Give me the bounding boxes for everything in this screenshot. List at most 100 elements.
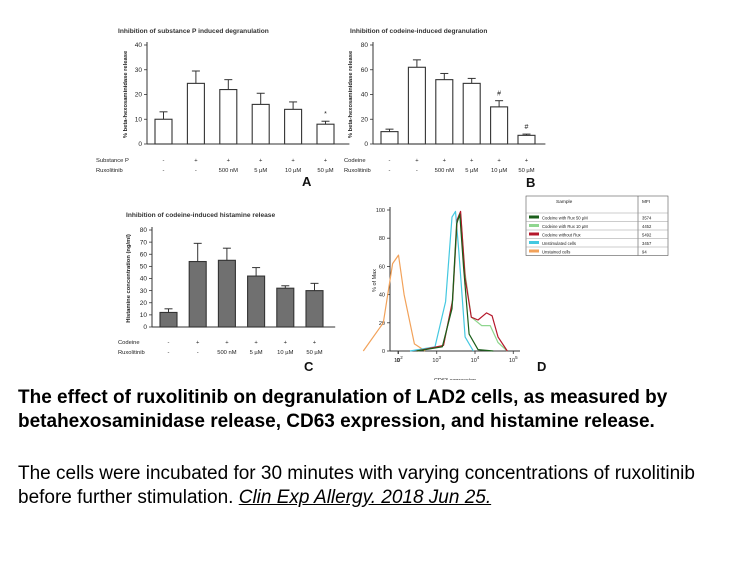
y-tick-label: 0 (143, 324, 147, 331)
y-tick-label: 10 (135, 116, 143, 123)
condition-mark: + (227, 158, 231, 164)
row-label: Codeine (344, 158, 366, 164)
condition-mark: 500 nM (219, 168, 239, 174)
panel-B-y-label: % beta-hexosaminidase release (348, 50, 354, 138)
bar (316, 123, 335, 145)
legend-swatch (529, 232, 539, 236)
y-tick-label: 40 (135, 42, 143, 49)
condition-mark: 5 µM (465, 168, 478, 174)
histogram-line (416, 213, 494, 352)
significance-mark: # (525, 124, 529, 131)
row-label: Ruxolitinib (344, 168, 371, 174)
panel-D-x-label: CD63 expression (434, 378, 476, 380)
panel-B-title: Inhibition of codeine-induced degranulat… (350, 28, 487, 35)
condition-mark: - (416, 168, 418, 174)
bar (380, 131, 399, 145)
condition-mark: + (443, 158, 447, 164)
bar (219, 89, 238, 145)
panel-C-title: Inhibition of codeine-induced histamine … (126, 212, 275, 219)
y-tick-label: 20 (361, 116, 369, 123)
y-tick-label: 60 (140, 251, 148, 258)
condition-mark: + (284, 340, 288, 346)
bar (188, 260, 207, 328)
bar (154, 118, 173, 145)
legend-label: Codeine with Rux 50 µM (542, 215, 588, 220)
condition-mark: + (415, 158, 419, 164)
y-tick-label: 70 (140, 239, 148, 246)
caption-title: The effect of ruxolitinib on degranulati… (18, 387, 668, 432)
condition-mark: 50 µM (518, 168, 534, 174)
x-tick-label: 102 (394, 355, 403, 364)
condition-mark: - (389, 158, 391, 164)
caption-body: The cells were incubated for 30 minutes … (18, 462, 746, 510)
condition-mark: + (324, 158, 328, 164)
legend-mfi: 3457 (642, 241, 652, 246)
legend-label: Codeine with Rux 10 µM (542, 224, 588, 229)
x-tick-label: 104 (471, 355, 480, 364)
legend-header-sample: Sample (556, 199, 573, 205)
panel-A-y-label: % beta-hexosaminidase release (123, 50, 129, 138)
y-tick-label: 50 (140, 264, 148, 271)
y-tick-label: 0 (364, 141, 368, 148)
x-tick-label: 0 (396, 358, 399, 364)
condition-mark: + (525, 158, 529, 164)
condition-mark: 500 nM (217, 350, 237, 356)
condition-mark: - (163, 168, 165, 174)
bar (305, 290, 324, 328)
panel-letter-C: C (304, 359, 314, 374)
significance-mark: # (497, 91, 501, 98)
panel-letter-D: D (537, 359, 546, 374)
condition-mark: - (197, 350, 199, 356)
bar (490, 106, 509, 145)
condition-mark: + (225, 340, 229, 346)
legend-label: Unstained cells (542, 249, 570, 254)
bar (247, 275, 266, 328)
condition-mark: + (259, 158, 263, 164)
bar (276, 287, 295, 328)
row-label: Codeine (118, 340, 140, 346)
y-tick-label: 80 (361, 42, 369, 49)
histogram-line (409, 210, 474, 352)
condition-mark: + (291, 158, 295, 164)
legend-swatch (529, 224, 539, 227)
row-label: Ruxolitinib (96, 168, 123, 174)
condition-mark: + (254, 340, 258, 346)
condition-mark: 5 µM (254, 168, 267, 174)
condition-mark: - (168, 350, 170, 356)
panel-letter-B: B (526, 175, 535, 190)
panel-A-title: Inhibition of substance P induced degran… (118, 28, 269, 35)
y-tick-label: 80 (140, 227, 148, 234)
legend-label: Codeine without Rux (542, 232, 582, 237)
bar (435, 79, 454, 145)
condition-mark: 500 nM (435, 168, 455, 174)
y-tick-label: 80 (379, 236, 385, 242)
bar (462, 82, 481, 145)
citation-link[interactable]: Clin Exp Allergy. 2018 Jun 25. (238, 487, 492, 508)
legend-label: Unstimulated cells (542, 241, 576, 246)
significance-mark: * (324, 111, 327, 118)
legend-mfi: 4452 (642, 224, 652, 229)
panel-letter-A: A (302, 174, 312, 189)
x-tick-label: 103 (432, 355, 441, 364)
row-label: Ruxolitinib (118, 350, 145, 356)
bar (517, 134, 536, 145)
legend-swatch (529, 215, 539, 219)
legend-table (525, 195, 669, 256)
bar (186, 82, 205, 145)
histogram-line (362, 254, 426, 352)
condition-mark: - (168, 340, 170, 346)
condition-mark: - (163, 158, 165, 164)
y-tick-label: 20 (135, 92, 143, 99)
y-tick-label: 20 (140, 300, 148, 307)
caption-text: The cells were incubated for 30 minutes … (18, 463, 695, 508)
condition-mark: 50 µM (306, 350, 322, 356)
y-tick-label: 60 (379, 264, 385, 270)
y-tick-label: 40 (361, 92, 369, 99)
panel-C-y-label: Histamine concentration (ng/ml) (126, 234, 132, 323)
condition-mark: - (389, 168, 391, 174)
condition-mark: + (194, 158, 198, 164)
y-tick-label: 40 (140, 276, 148, 283)
legend-header-mfi: MFI (642, 199, 650, 205)
y-tick-label: 0 (382, 349, 385, 355)
bar (217, 259, 236, 328)
